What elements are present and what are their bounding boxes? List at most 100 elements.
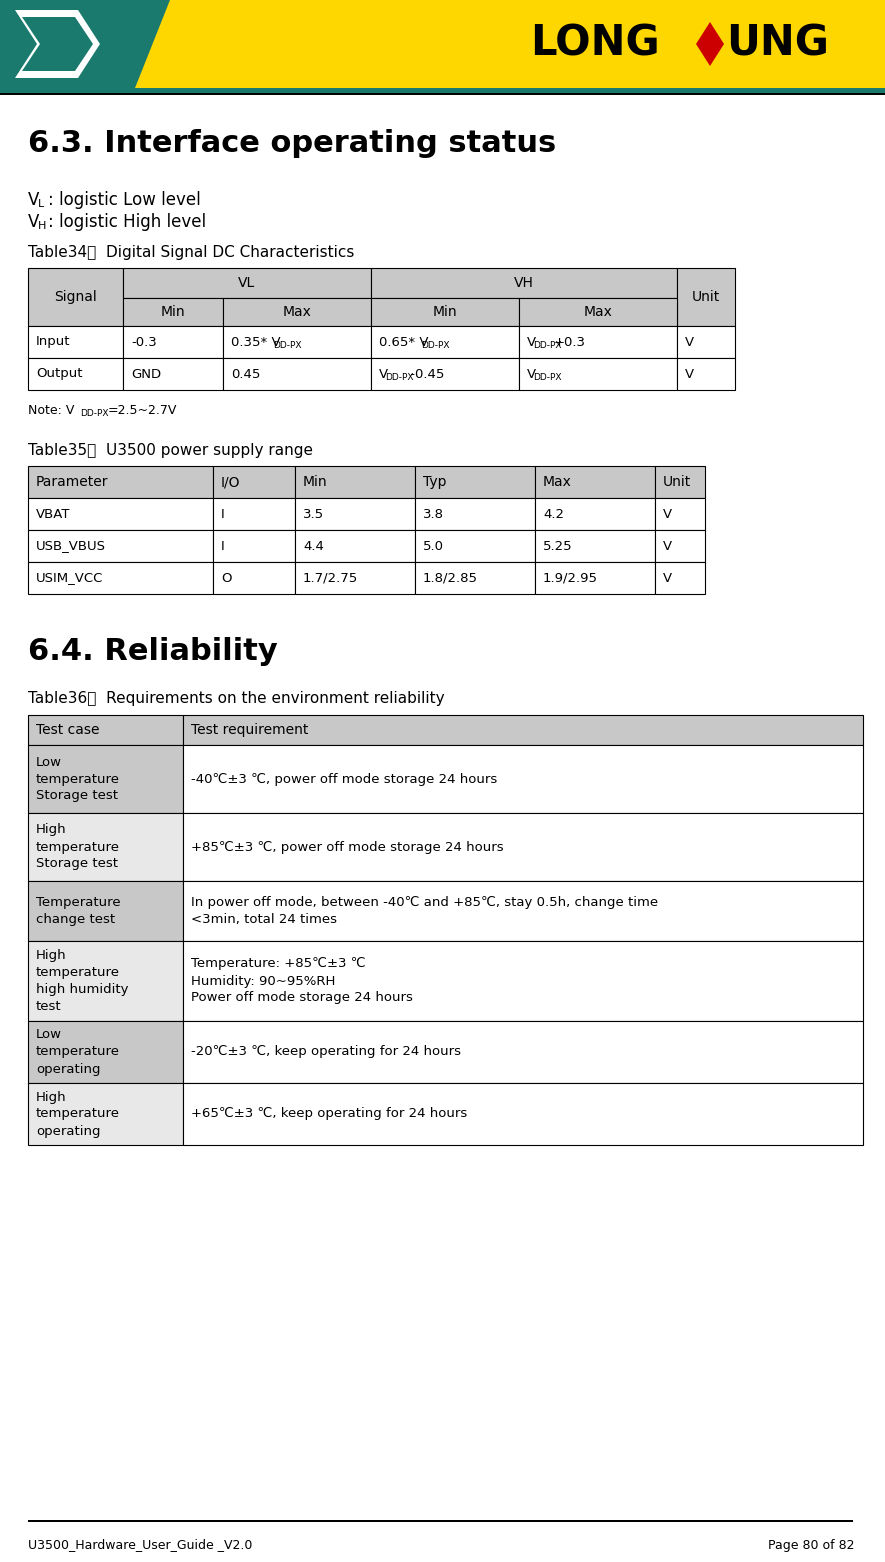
Text: 5.0: 5.0 <box>423 539 444 553</box>
Text: 5.25: 5.25 <box>543 539 573 553</box>
Text: Min: Min <box>161 305 185 319</box>
Bar <box>415 562 535 594</box>
Text: Temperature: +85℃±3 ℃: Temperature: +85℃±3 ℃ <box>191 958 366 970</box>
Text: V: V <box>685 336 694 348</box>
Text: 1.8/2.85: 1.8/2.85 <box>423 572 478 584</box>
Polygon shape <box>15 9 100 78</box>
Polygon shape <box>22 17 93 70</box>
Text: V: V <box>663 539 672 553</box>
Text: <3min, total 24 times: <3min, total 24 times <box>191 914 337 926</box>
Text: Signal: Signal <box>54 291 96 305</box>
Bar <box>519 358 677 390</box>
Bar <box>28 530 213 562</box>
Text: I/O: I/O <box>221 475 241 489</box>
Bar <box>655 465 705 498</box>
Text: +85℃±3 ℃, power off mode storage 24 hours: +85℃±3 ℃, power off mode storage 24 hour… <box>191 840 504 853</box>
Bar <box>213 562 295 594</box>
Text: Storage test: Storage test <box>36 789 118 803</box>
Text: Test requirement: Test requirement <box>191 723 308 737</box>
Bar <box>183 1022 863 1082</box>
Text: H: H <box>38 220 46 231</box>
Bar <box>677 269 735 326</box>
Text: Temperature: Temperature <box>36 897 120 909</box>
Bar <box>295 498 415 530</box>
Text: 6.4. Reliability: 6.4. Reliability <box>28 637 278 667</box>
Bar <box>213 498 295 530</box>
Text: Max: Max <box>282 305 312 319</box>
Bar <box>28 745 183 812</box>
Bar <box>28 1022 183 1082</box>
Bar <box>0 94 885 95</box>
Text: High: High <box>36 950 66 962</box>
Text: Humidity: 90~95%RH: Humidity: 90~95%RH <box>191 975 335 987</box>
Bar <box>28 562 213 594</box>
Bar <box>28 715 183 745</box>
Text: 4.2: 4.2 <box>543 508 564 520</box>
Bar <box>655 498 705 530</box>
Text: Table34：  Digital Signal DC Characteristics: Table34： Digital Signal DC Characteristi… <box>28 245 354 259</box>
Text: Min: Min <box>303 475 327 489</box>
Bar <box>223 358 371 390</box>
Text: VBAT: VBAT <box>36 508 71 520</box>
Text: Input: Input <box>36 336 71 348</box>
Text: 0.45: 0.45 <box>231 367 260 381</box>
Bar <box>535 530 655 562</box>
Bar <box>535 465 655 498</box>
Text: U3500_Hardware_User_Guide _V2.0: U3500_Hardware_User_Guide _V2.0 <box>28 1539 252 1551</box>
Bar <box>183 1082 863 1145</box>
Bar <box>655 530 705 562</box>
Text: Power off mode storage 24 hours: Power off mode storage 24 hours <box>191 992 413 1004</box>
Text: V: V <box>685 367 694 381</box>
Text: Note: V: Note: V <box>28 403 74 417</box>
Bar <box>223 326 371 358</box>
Text: Storage test: Storage test <box>36 858 118 870</box>
Text: test: test <box>36 1000 62 1014</box>
Bar <box>519 326 677 358</box>
Text: Typ: Typ <box>423 475 447 489</box>
Bar <box>123 358 223 390</box>
Bar <box>183 940 863 1022</box>
Bar <box>28 881 183 940</box>
Bar <box>415 530 535 562</box>
Bar <box>123 326 223 358</box>
Text: DD-PX: DD-PX <box>421 342 450 350</box>
Text: V: V <box>663 508 672 520</box>
Text: V: V <box>28 191 39 209</box>
Text: : logistic Low level: : logistic Low level <box>48 191 201 209</box>
Text: -40℃±3 ℃, power off mode storage 24 hours: -40℃±3 ℃, power off mode storage 24 hour… <box>191 773 497 786</box>
Text: -0.45: -0.45 <box>406 367 444 381</box>
Text: 0.35* V: 0.35* V <box>231 336 281 348</box>
Text: DD-PX: DD-PX <box>533 373 561 383</box>
Text: Unit: Unit <box>692 291 720 305</box>
Text: DD-PX: DD-PX <box>273 342 302 350</box>
Text: GND: GND <box>131 367 161 381</box>
Text: =2.5~2.7V: =2.5~2.7V <box>108 403 177 417</box>
Bar <box>28 358 123 390</box>
Text: Parameter: Parameter <box>36 475 109 489</box>
Text: 4.4: 4.4 <box>303 539 324 553</box>
Polygon shape <box>696 22 724 66</box>
Bar <box>183 715 863 745</box>
Bar <box>295 465 415 498</box>
Text: V: V <box>663 572 672 584</box>
Text: +65℃±3 ℃, keep operating for 24 hours: +65℃±3 ℃, keep operating for 24 hours <box>191 1107 467 1120</box>
Text: operating: operating <box>36 1062 101 1076</box>
Bar <box>519 298 677 326</box>
Text: operating: operating <box>36 1125 101 1137</box>
Polygon shape <box>0 0 170 87</box>
Text: Table35：  U3500 power supply range: Table35： U3500 power supply range <box>28 442 313 458</box>
Bar <box>295 530 415 562</box>
Text: -0.3: -0.3 <box>131 336 157 348</box>
Bar <box>28 498 213 530</box>
Text: VH: VH <box>514 276 534 291</box>
Bar <box>535 498 655 530</box>
Text: 1.7/2.75: 1.7/2.75 <box>303 572 358 584</box>
Text: V: V <box>527 367 536 381</box>
Text: V: V <box>379 367 389 381</box>
Text: 6.3. Interface operating status: 6.3. Interface operating status <box>28 128 557 158</box>
Text: Output: Output <box>36 367 82 381</box>
Text: -20℃±3 ℃, keep operating for 24 hours: -20℃±3 ℃, keep operating for 24 hours <box>191 1045 461 1059</box>
Text: I: I <box>221 539 225 553</box>
Text: USB_VBUS: USB_VBUS <box>36 539 106 553</box>
Text: Low: Low <box>36 1028 62 1042</box>
